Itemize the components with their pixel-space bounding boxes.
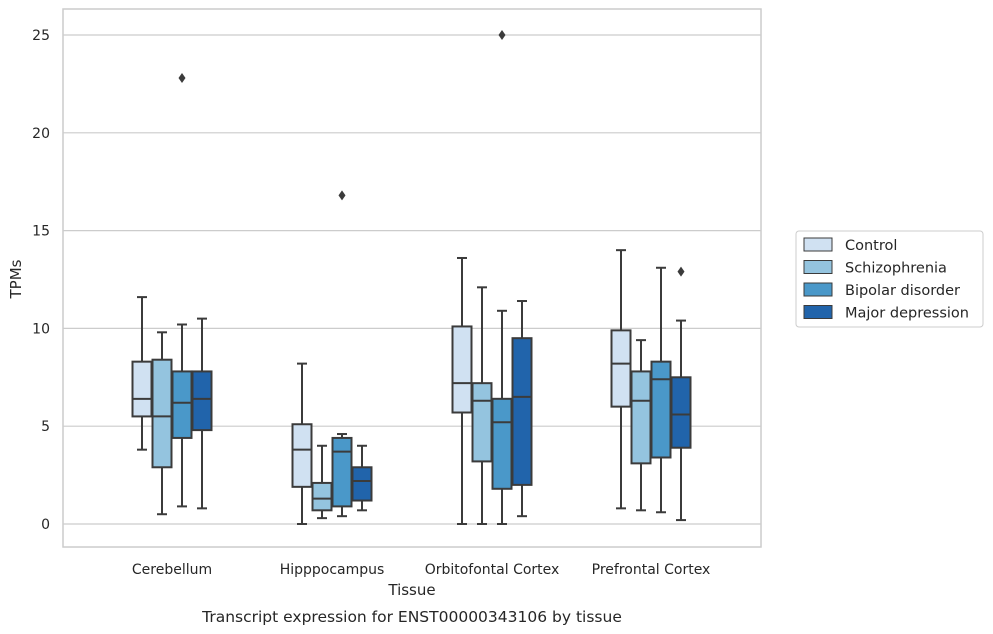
box-0-1 (291, 362, 313, 525)
legend-item: Schizophrenia (803, 260, 947, 277)
legend-label: Control (845, 238, 897, 254)
box-body (351, 466, 373, 502)
legend-label: Major depression (845, 306, 969, 322)
outlier-point (677, 266, 685, 277)
axes-frame (62, 8, 762, 548)
x-tick-labels: Cerebellum Hipppocampus Orbitofontal Corte… (132, 562, 710, 578)
x-tick-label: Cerebellum (132, 562, 212, 578)
box-1-3 (630, 339, 652, 512)
legend-item: Control (803, 237, 897, 254)
box-3-0 (191, 317, 213, 510)
outlier-point (338, 190, 346, 201)
y-tick-label: 15 (32, 224, 50, 240)
box-body (331, 436, 353, 508)
box-body (650, 360, 672, 459)
x-tick-label: Orbitofontal Cortex (425, 562, 560, 578)
boxes (131, 30, 692, 525)
box-body (511, 337, 533, 486)
legend-swatch (803, 260, 833, 274)
box-2-0 (171, 73, 193, 508)
box-body (191, 370, 213, 432)
box-body (171, 370, 193, 439)
x-axis-label: Tissue (387, 581, 435, 599)
box-body (291, 423, 313, 488)
box-0-0 (131, 296, 153, 451)
legend-label: Schizophrenia (845, 261, 947, 277)
box-0-3 (610, 249, 632, 510)
box-3-3 (670, 266, 692, 522)
legend-swatch (803, 305, 833, 319)
legend: Control Schizophrenia Bipolar disorder Majo… (795, 230, 984, 328)
y-tick-label: 25 (32, 28, 50, 44)
outlier-point (178, 73, 186, 84)
box-body (610, 329, 632, 408)
box-body (491, 397, 513, 490)
y-tick-label: 20 (32, 126, 50, 142)
box-body (471, 382, 493, 463)
outlier-point (498, 30, 506, 40)
box-body (670, 376, 692, 449)
box-body (630, 370, 652, 465)
legend-swatch (803, 237, 833, 252)
y-tick-label: 5 (41, 419, 50, 435)
chart-caption: Transcript expression for ENST0000034310… (201, 608, 622, 626)
box-0-2 (451, 256, 473, 525)
box-body (151, 358, 173, 469)
x-tick-label: Prefrontal Cortex (592, 562, 711, 578)
box-1-1 (311, 444, 333, 520)
y-tick-labels: 0 5 10 15 20 25 (32, 28, 50, 533)
box-3-1 (351, 444, 373, 512)
x-tick-label: Hipppocampus (280, 562, 385, 578)
legend-frame (795, 230, 984, 328)
y-tick-label: 10 (32, 321, 50, 337)
box-body (451, 325, 473, 414)
legend-item: Major depression (803, 305, 969, 322)
legend-swatch (803, 282, 833, 297)
y-tick-label: 0 (41, 517, 50, 533)
legend-item: Bipolar disorder (803, 282, 960, 299)
box-body (311, 481, 333, 512)
box-3-2 (511, 300, 533, 518)
y-axis-label: TPMs (7, 259, 25, 299)
box-body (131, 360, 153, 418)
legend-label: Bipolar disorder (845, 283, 960, 299)
box-2-3 (650, 266, 672, 514)
